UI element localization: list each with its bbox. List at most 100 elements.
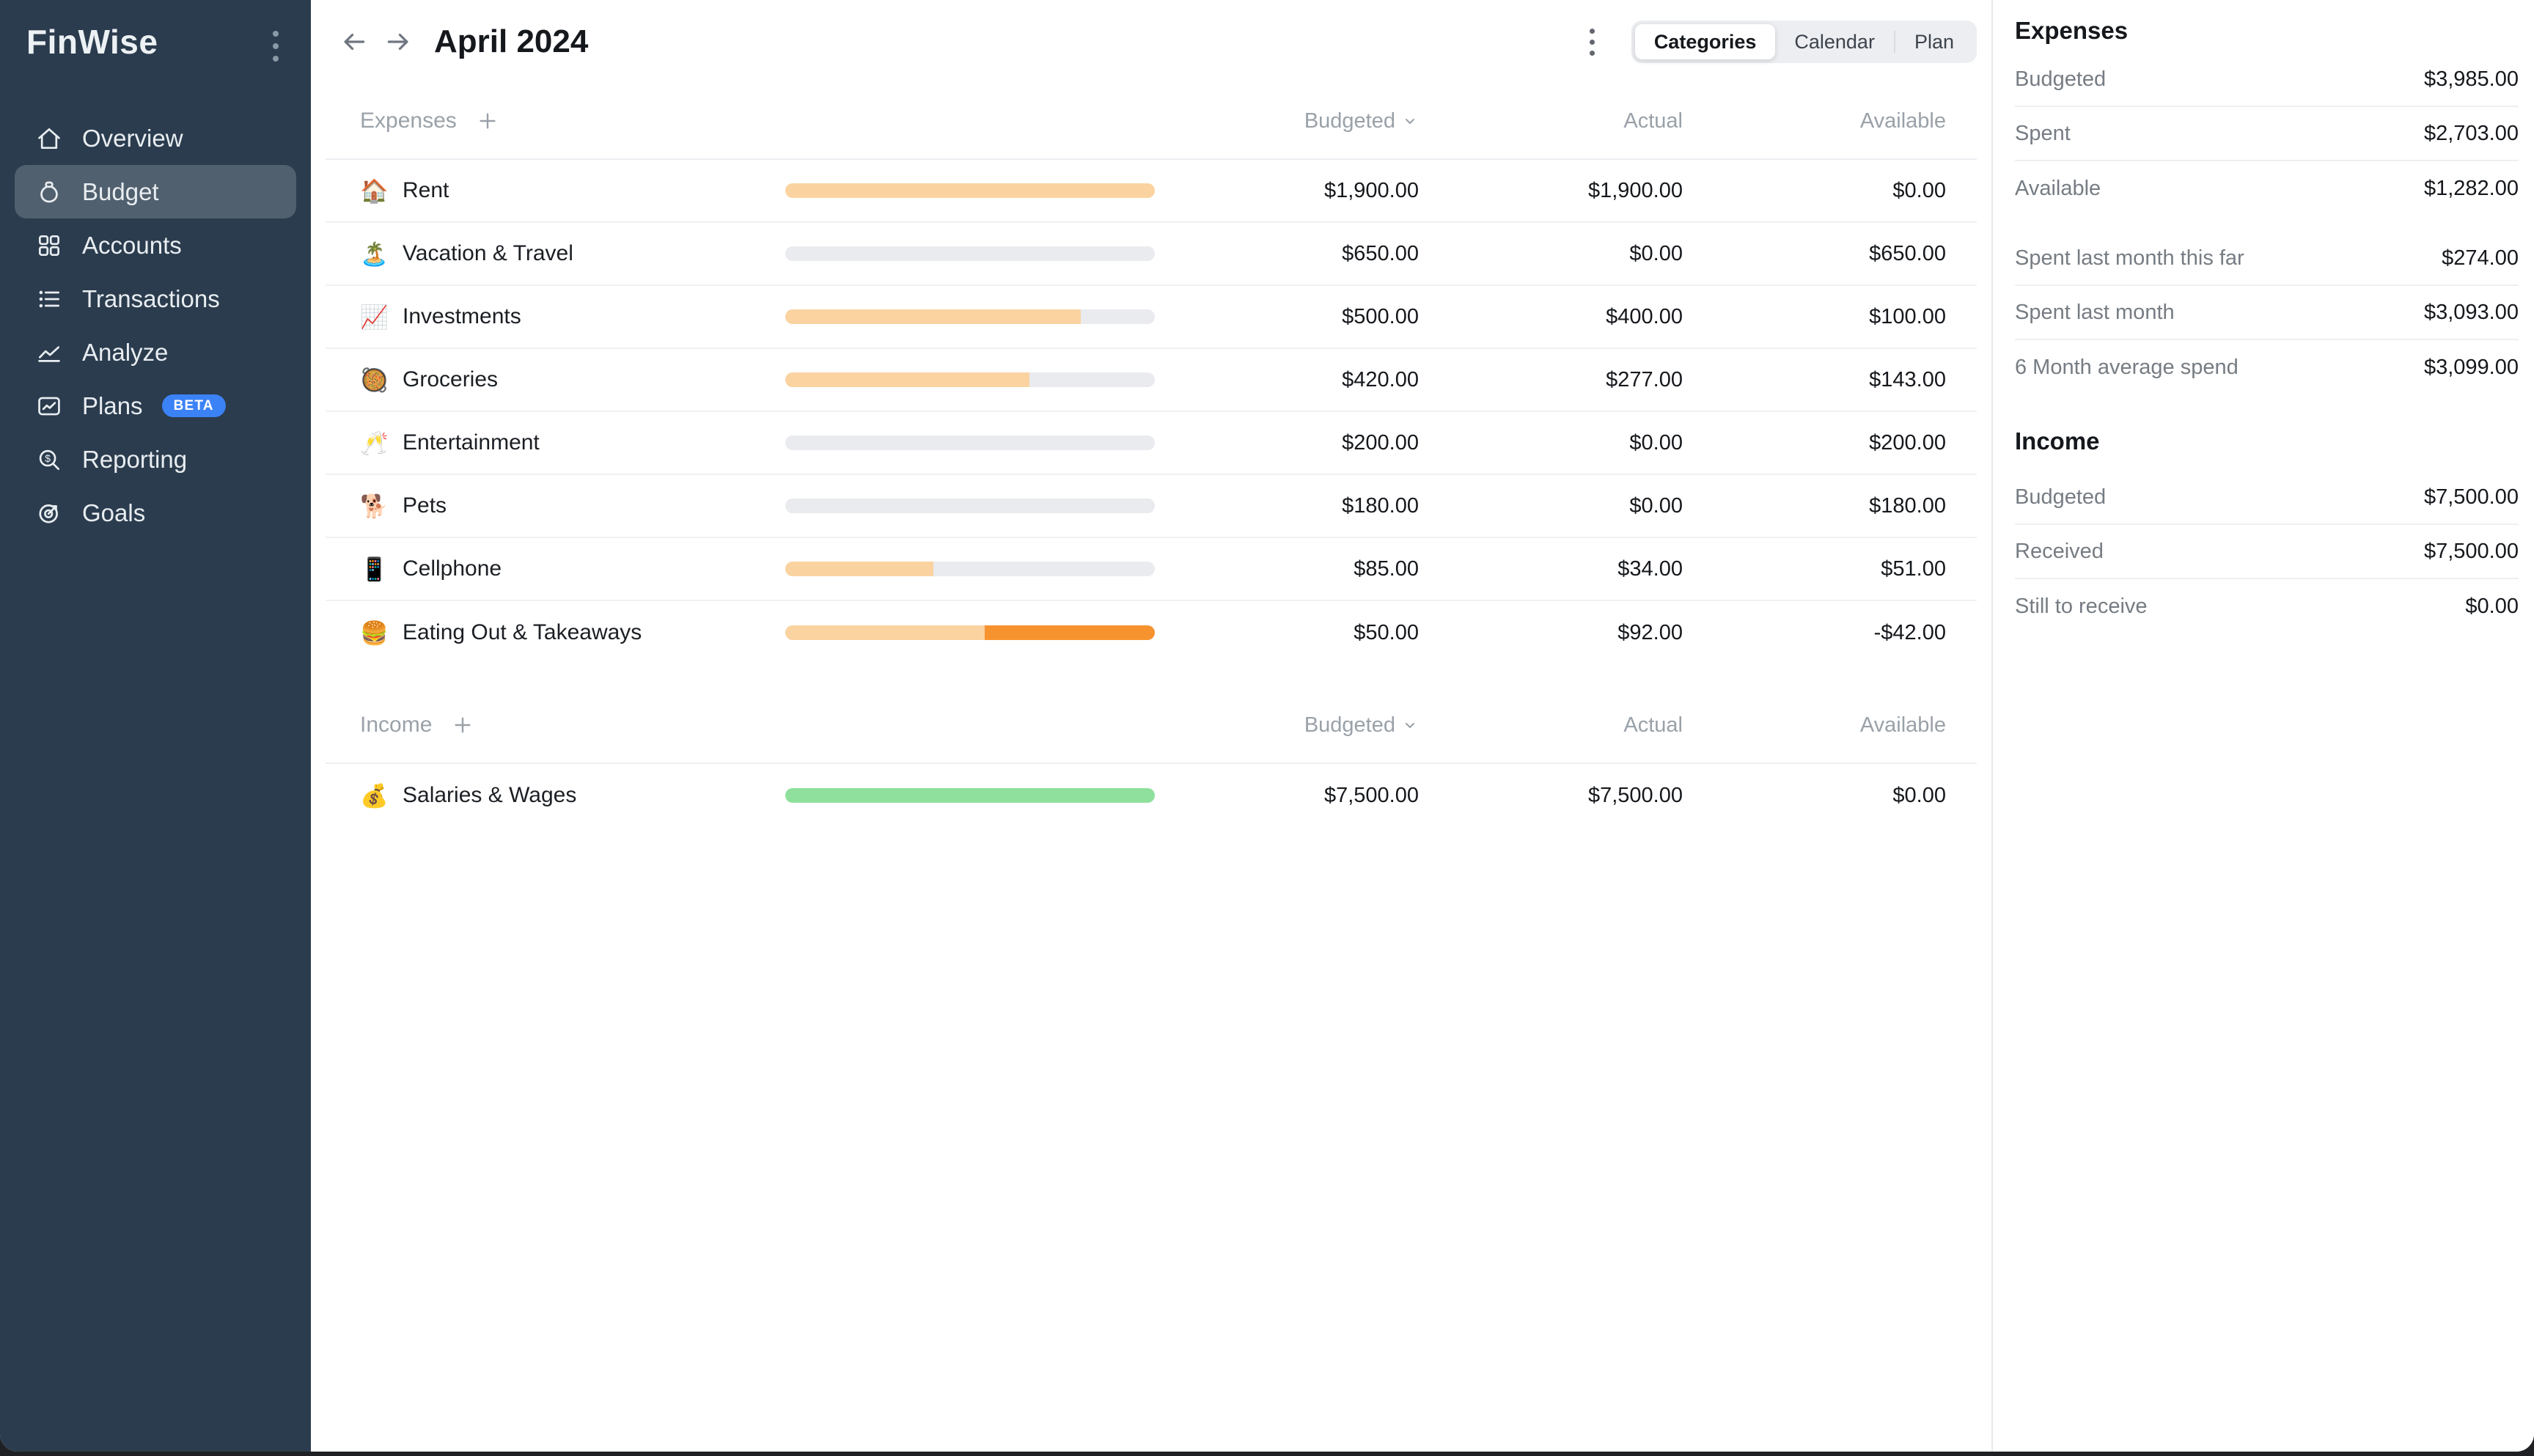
summary-row-available: Available $1,282.00 [2015, 161, 2519, 216]
progress-bar-track [785, 435, 1155, 450]
bar-fill [785, 183, 1155, 198]
summary-label: Budgeted [2015, 67, 2107, 91]
svg-text:$: $ [45, 452, 51, 464]
summary-label: 6 Month average spend [2015, 355, 2239, 379]
view-tab-calendar[interactable]: Calendar [1775, 24, 1894, 59]
sidebar-item-plans[interactable]: Plans BETA [15, 379, 296, 433]
topbar-actions: Categories Calendar Plan [1587, 21, 1977, 63]
category-name: Cellphone [403, 556, 502, 581]
more-options-button[interactable] [1587, 21, 1598, 63]
category-emoji-icon: 🏠 [360, 177, 389, 204]
table-row-pets[interactable]: 🐕 Pets $180.00 $0.00 $180.00 [326, 475, 1977, 538]
bar-overspent [985, 625, 1155, 640]
category-emoji-icon: 🥘 [360, 367, 389, 393]
bar-fill [785, 562, 933, 576]
arrow-left-icon [344, 33, 365, 51]
summary-stat-group: Spent last month this far $274.00 Spent la… [2015, 232, 2519, 394]
view-tab-categories[interactable]: Categories [1634, 24, 1776, 59]
available-value: $0.00 [1892, 178, 1946, 202]
progress-bar-cell [785, 435, 1155, 450]
summary-panel: Expenses Budgeted $3,985.00 Spent $2,703.00… [1991, 0, 2534, 1452]
sidebar-item-label: Budget [82, 177, 159, 205]
available-value: $200.00 [1869, 430, 1946, 455]
add-income-category-button[interactable] [451, 713, 474, 737]
category-name: Salaries & Wages [403, 783, 577, 807]
summary-value: $3,985.00 [2423, 67, 2519, 91]
segment-divider [1893, 31, 1895, 53]
summary-label: Spent [2015, 121, 2071, 145]
actual-value: $34.00 [1617, 556, 1683, 581]
table-row-entertainment[interactable]: 🥂 Entertainment $200.00 $0.00 $200.00 [326, 412, 1977, 475]
summary-row-budgeted: Budgeted $3,985.00 [2015, 53, 2519, 107]
summary-stat-group: Budgeted $3,985.00 Spent $2,703.00 Available… [2015, 53, 2519, 216]
column-header-actual[interactable]: Actual [1623, 109, 1683, 133]
category-cell: 🏝️ Vacation & Travel [360, 241, 785, 266]
sidebar-item-label: Reporting [82, 445, 188, 473]
summary-stat-group: Budgeted $7,500.00 Received $7,500.00 Still … [2015, 471, 2519, 633]
sidebar-item-label: Transactions [82, 284, 220, 312]
column-header-available[interactable]: Available [1859, 109, 1946, 133]
area-chart-icon [35, 339, 63, 367]
arrow-right-icon [387, 33, 408, 51]
progress-bar-cell [785, 625, 1155, 640]
column-header-budgeted[interactable]: Budgeted [1155, 109, 1419, 133]
view-tab-plan[interactable]: Plan [1895, 24, 1973, 59]
column-header-actual[interactable]: Actual [1623, 713, 1683, 737]
grid-icon [35, 232, 63, 260]
budgeted-value: $1,900.00 [1323, 178, 1419, 202]
sidebar-item-accounts[interactable]: Accounts [15, 218, 296, 272]
next-month-button[interactable] [381, 25, 415, 59]
category-cell: 🥘 Groceries [360, 367, 785, 392]
table-row-salaries-wages[interactable]: 💰 Salaries & Wages $7,500.00 $7,500.00 $0.00 [326, 764, 1977, 827]
expenses-section-title: Expenses [360, 109, 457, 133]
sidebar-item-reporting[interactable]: $ Reporting [15, 433, 296, 486]
sidebar-item-analyze[interactable]: Analyze [15, 326, 296, 379]
budgeted-value: $420.00 [1342, 367, 1419, 391]
summary-row-spent-last-month: Spent last month $3,093.00 [2015, 286, 2519, 340]
column-header-available[interactable]: Available [1859, 713, 1946, 737]
sidebar-item-budget[interactable]: Budget [15, 165, 296, 218]
prev-month-button[interactable] [337, 25, 371, 59]
sidebar-item-transactions[interactable]: Transactions [15, 272, 296, 326]
table-row-eating-out-takeaways[interactable]: 🍔 Eating Out & Takeaways $50.00 $92.00 -$42.… [326, 601, 1977, 664]
plus-icon [455, 717, 471, 733]
category-emoji-icon: 📈 [360, 304, 389, 330]
progress-bar-track [785, 309, 1155, 324]
table-row-investments[interactable]: 📈 Investments $500.00 $400.00 $100.00 [326, 286, 1977, 349]
category-cell: 📱 Cellphone [360, 556, 785, 581]
budgeted-value: $7,500.00 [1323, 783, 1419, 807]
budgeted-value: $180.00 [1342, 493, 1419, 518]
summary-row-6-month-average-spend: 6 Month average spend $3,099.00 [2015, 340, 2519, 394]
table-row-cellphone[interactable]: 📱 Cellphone $85.00 $34.00 $51.00 [326, 538, 1977, 601]
add-expense-category-button[interactable] [476, 109, 499, 133]
budgeted-value: $500.00 [1342, 304, 1419, 328]
table-row-groceries[interactable]: 🥘 Groceries $420.00 $277.00 $143.00 [326, 349, 1977, 412]
category-cell: 🐕 Pets [360, 493, 785, 518]
budgeted-value: $85.00 [1354, 556, 1419, 581]
home-icon [35, 125, 63, 152]
target-icon [35, 499, 63, 527]
summary-value: $7,500.00 [2423, 539, 2519, 563]
progress-bar-track [785, 246, 1155, 261]
sidebar-item-overview[interactable]: Overview [15, 111, 296, 165]
available-value: $51.00 [1881, 556, 1946, 581]
progress-bar-cell [785, 309, 1155, 324]
summary-expenses-stats: Budgeted $3,985.00 Spent $2,703.00 Available… [2015, 53, 2519, 394]
progress-bar-track [785, 625, 1155, 640]
summary-row-received: Received $7,500.00 [2015, 525, 2519, 579]
actual-value: $92.00 [1617, 620, 1683, 644]
table-row-rent[interactable]: 🏠 Rent $1,900.00 $1,900.00 $0.00 [326, 160, 1977, 223]
sidebar-menu-button[interactable] [270, 23, 282, 69]
summary-row-spent-last-month-this-far: Spent last month this far $274.00 [2015, 232, 2519, 286]
column-header-budgeted[interactable]: Budgeted [1155, 713, 1419, 738]
category-emoji-icon: 🍔 [360, 619, 389, 646]
table-row-vacation-travel[interactable]: 🏝️ Vacation & Travel $650.00 $0.00 $650.00 [326, 223, 1977, 286]
summary-expenses-title: Expenses [2015, 17, 2129, 44]
summary-value: $2,703.00 [2423, 121, 2519, 145]
actual-value: $277.00 [1606, 367, 1683, 391]
main-content: April 2024 Categories Calendar Plan Expens… [311, 0, 1991, 1452]
sidebar-item-goals[interactable]: Goals [15, 486, 296, 540]
summary-income-stats: Budgeted $7,500.00 Received $7,500.00 Still … [2015, 471, 2519, 633]
progress-bar-cell [785, 183, 1155, 198]
money-bag-icon [35, 178, 63, 206]
